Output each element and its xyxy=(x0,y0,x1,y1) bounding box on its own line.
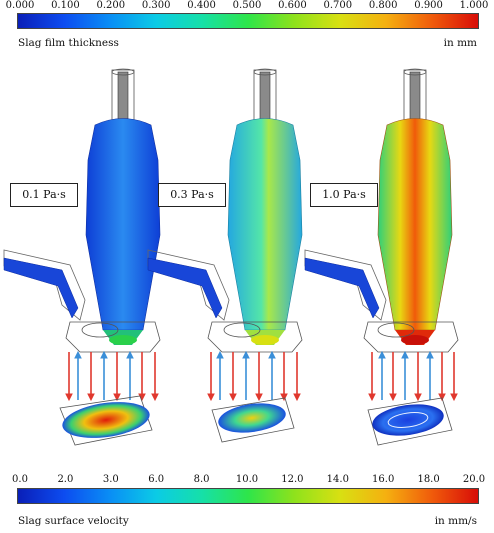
thickness-tick-7: 0.700 xyxy=(323,0,353,11)
thickness-tick-0: 0.000 xyxy=(5,0,35,11)
velocity-tick-6: 12.0 xyxy=(281,474,304,485)
thickness-colorbar-label: Slag film thickness xyxy=(18,37,119,49)
cyclone-case-1 xyxy=(3,68,161,446)
thickness-tick-5: 0.500 xyxy=(232,0,262,11)
velocity-tick-10: 20.0 xyxy=(462,474,486,485)
velocity-tick-8: 16.0 xyxy=(372,474,395,485)
viscosity-label-case-3: 1.0 Pa·s xyxy=(310,183,378,207)
cyclone-case-3 xyxy=(304,68,459,446)
thickness-tick-6: 0.600 xyxy=(278,0,307,11)
velocity-colorbar-unit: in mm/s xyxy=(434,515,477,527)
thickness-colorbar-unit: in mm xyxy=(443,37,477,49)
thickness-tick-10: 1.000 xyxy=(459,0,489,11)
velocity-tick-1: 2.0 xyxy=(57,474,74,485)
velocity-colorbar-label: Slag surface velocity xyxy=(18,515,129,527)
viscosity-label-case-2: 0.3 Pa·s xyxy=(158,183,226,207)
viscosity-label-case-1: 0.1 Pa·s xyxy=(10,183,78,207)
thickness-tick-4: 0.400 xyxy=(187,0,216,11)
velocity-tick-9: 18.0 xyxy=(417,474,440,485)
velocity-tick-5: 10.0 xyxy=(235,474,259,485)
velocity-gradient-bar xyxy=(17,488,479,504)
cyclone-case-2 xyxy=(147,68,303,443)
thickness-tick-1: 0.100 xyxy=(51,0,80,11)
velocity-tick-7: 14.0 xyxy=(326,474,349,485)
thickness-tick-2: 0.200 xyxy=(96,0,126,11)
velocity-tick-0: 0.0 xyxy=(12,474,28,485)
thickness-tick-3: 0.300 xyxy=(141,0,171,11)
velocity-tick-2: 3.0 xyxy=(102,474,119,485)
thickness-tick-9: 0.900 xyxy=(414,0,443,11)
thickness-tick-8: 0.800 xyxy=(368,0,398,11)
thickness-gradient-bar xyxy=(17,13,479,29)
velocity-tick-3: 6.0 xyxy=(148,474,165,485)
velocity-tick-4: 8.0 xyxy=(193,474,210,485)
